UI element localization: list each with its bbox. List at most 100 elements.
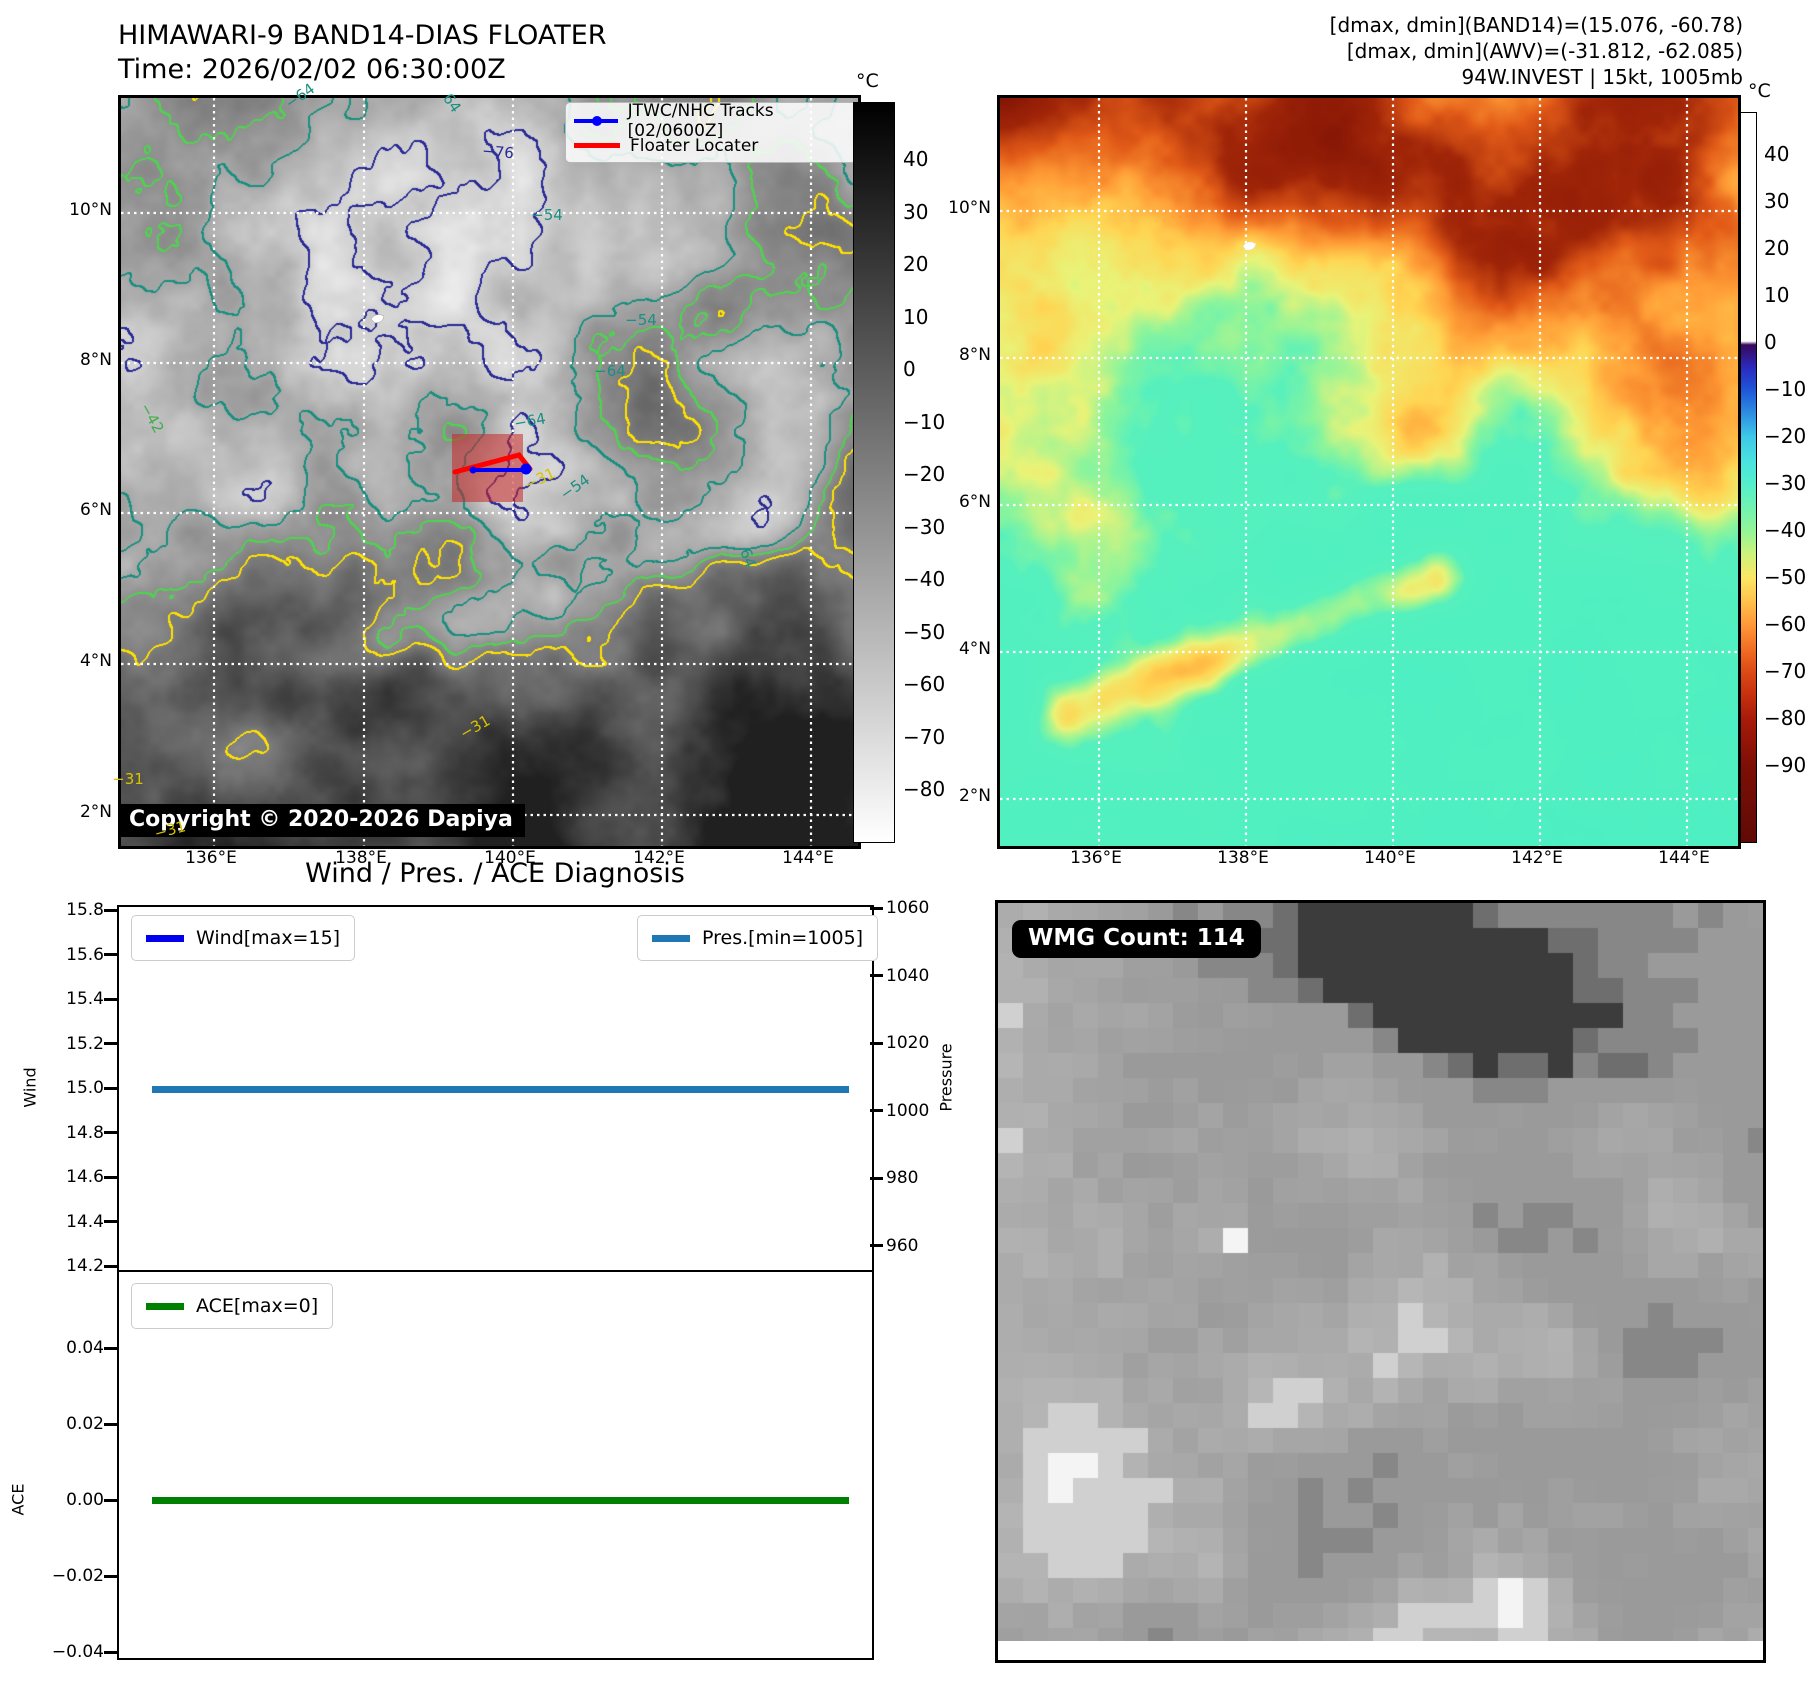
axis-tick [104,1086,117,1090]
wind-ytick-label: 15.8 [66,900,104,920]
axis-tick [104,1574,117,1578]
awv-colorbar-tick: −10 [1764,377,1807,401]
band14-colorbar-tick: −50 [903,619,946,644]
pressure-axis-title: Pressure [936,1043,956,1112]
awv-lon-label: 142°E [1511,848,1563,868]
band14-colorbar-tick: 0 [903,357,916,381]
axis-tick [104,1264,117,1268]
awv-satellite-image [1000,98,1738,846]
pressure-ytick-label: 980 [886,1168,919,1188]
awv-colorbar-tick: −60 [1764,612,1807,636]
pressure-legend: Pres.[min=1005] [637,915,879,961]
band14-colorbar-tick: −20 [903,462,946,486]
band14-lat-label: 4°N [79,651,112,671]
awv-colorbar-tick: −20 [1764,424,1807,448]
contour-label: −76 [481,141,515,163]
contour-label: −54 [531,206,563,224]
awv-lon-label: 136°E [1070,848,1122,868]
page-title: HIMAWARI-9 BAND14-DIAS FLOATER [118,20,607,51]
band14-lon-label: 140°E [484,848,536,868]
ace-ytick-label: 0.02 [66,1414,104,1434]
axis-tick [104,1650,117,1654]
wmg-grid-image [998,903,1763,1641]
ace-ytick-label: −0.04 [51,1642,104,1662]
info-band14-range: [dmax, dmin](BAND14)=(15.076, -60.78) [1329,13,1743,37]
awv-lat-label: 6°N [958,492,991,512]
pressure-ytick-label: 1000 [886,1100,930,1121]
ace-ytick-label: 0.04 [66,1338,104,1358]
legend-row-floater: Floater Locater [574,133,858,158]
band14-colorbar-tick: −40 [903,567,946,591]
pressure-ytick-label: 1060 [886,898,930,918]
wind-ytick-label: 15.4 [66,989,104,1009]
contour-label: −31 [112,770,144,788]
awv-lat-label: 2°N [958,786,991,806]
axis-tick [870,1244,883,1247]
contour-label: −54 [625,311,657,329]
wmg-count-badge: WMG Count: 114 [1012,920,1261,958]
info-awv-range: [dmax, dmin](AWV)=(-31.812, -62.085) [1346,39,1743,63]
band14-lat-label: 8°N [79,350,112,370]
band14-overlay [121,98,858,846]
band14-lon-label: 142°E [633,848,685,868]
map-legend: JTWC/NHC Tracks [02/0600Z] Floater Locat… [565,101,858,163]
header-info: [dmax, dmin](BAND14)=(15.076, -60.78) [d… [1330,12,1743,90]
ace-chart [117,1270,874,1660]
axis-tick [104,953,117,956]
awv-colorbar-tick: −90 [1764,753,1807,777]
wind-swatch [146,934,184,942]
awv-lat-label: 10°N [948,198,991,218]
pressure-legend-label: Pres.[min=1005] [702,927,864,949]
ace-axis-title: ACE [8,1483,28,1516]
track-dot-icon [592,115,602,126]
ace-ytick-label: −0.02 [51,1566,104,1586]
band14-lat-label: 10°N [69,200,112,220]
band14-colorbar-tick: 20 [903,252,929,276]
island-outline [1242,241,1257,251]
ace-swatch [146,1302,184,1310]
awv-lat-label: 4°N [958,639,991,659]
axis-tick [870,906,883,910]
band14-lat-label: 2°N [79,802,112,822]
band14-colorbar-tick: 40 [903,147,929,171]
awv-colorbar-tick: 20 [1764,236,1790,260]
floater-line-swatch [574,143,620,148]
pressure-ytick-label: 1040 [886,965,930,986]
ace-legend-label: ACE[max=0] [196,1295,319,1317]
wind-ytick-label: 14.6 [66,1167,104,1187]
timestamp: Time: 2026/02/02 06:30:00Z [118,54,506,85]
wind-ytick-label: 15.6 [66,944,104,965]
band14-colorbar [853,102,895,843]
awv-overlay [1000,98,1738,846]
info-invest-status: 94W.INVEST | 15kt, 1005mb [1461,65,1744,89]
awv-colorbar-tick: −30 [1764,471,1807,495]
axis-tick [104,908,117,912]
band14-lat-label: 6°N [79,500,112,520]
awv-colorbar [1740,112,1757,843]
wmg-count-panel: WMG Count: 114 [995,900,1766,1663]
pressure-line-series [152,1086,849,1093]
legend-label-tracks: JTWC/NHC Tracks [02/0600Z] [627,100,774,141]
awv-colorbar-tick: −70 [1764,659,1807,683]
axis-tick [104,1346,117,1350]
band14-colorbar-tick: −30 [903,514,946,539]
legend-row-tracks: JTWC/NHC Tracks [02/0600Z] [574,101,858,141]
awv-colorbar-tick: 30 [1764,189,1790,213]
axis-tick [870,974,883,977]
axis-tick [870,1041,883,1045]
wind-ytick-label: 14.8 [66,1122,104,1143]
wind-legend-label: Wind[max=15] [196,927,341,949]
ace-legend: ACE[max=0] [131,1283,334,1329]
wind-ytick-label: 14.2 [66,1256,104,1276]
contour-label: −64 [594,362,626,380]
awv-lon-label: 138°E [1217,848,1269,868]
band14-colorbar-tick: −80 [903,777,946,801]
band14-map-panel: JTWC/NHC Tracks [02/0600Z] Floater Locat… [118,95,861,849]
axis-tick [104,1220,117,1223]
awv-colorbar-tick: −80 [1764,706,1807,730]
awv-colorbar-unit: °C [1748,80,1771,102]
band14-lon-label: 136°E [185,848,237,868]
ace-line-series [152,1497,849,1504]
awv-colorbar-tick: 40 [1764,142,1790,166]
band14-colorbar-tick: −70 [903,724,946,749]
